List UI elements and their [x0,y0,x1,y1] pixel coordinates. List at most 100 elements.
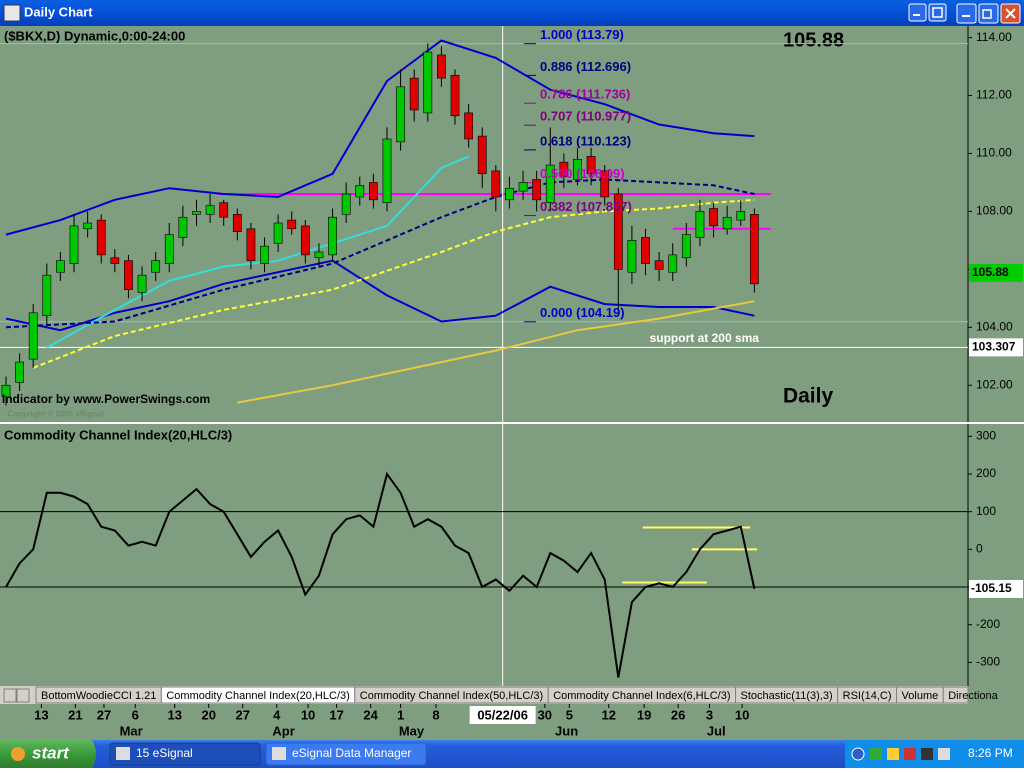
icon[interactable] [887,748,899,760]
tab-label[interactable]: Stochastic(11(3),3) [741,690,833,702]
month-label: Jul [707,723,726,738]
start-button[interactable] [0,740,96,768]
icon[interactable] [904,748,916,760]
candle-body [96,219,106,256]
axis-corner [968,686,1024,704]
icon [272,747,286,760]
window-title: Daily Chart [24,4,93,19]
fib-label: 0.000 (104.19) [540,305,625,320]
candle-body [709,208,718,227]
annotation: Indicator by www.PowerSwings.com [2,392,210,406]
candle-body [83,222,93,230]
taskbar-item-label[interactable]: eSignal Data Manager [292,746,411,760]
chart-title: Commodity Channel Index(20,HLC/3) [4,427,232,442]
x-tick-label: 10 [735,707,749,722]
tab-label[interactable]: Commodity Channel Index(6,HLC/3) [553,690,730,702]
candle-body [328,216,337,256]
candle-body [232,214,242,232]
y-tick-label: 104.00 [976,319,1013,333]
icon[interactable] [921,748,933,760]
candle-body [273,222,283,244]
icon [913,14,920,16]
x-tick-label: 12 [602,707,616,722]
icon[interactable] [938,748,950,760]
indicator-line [5,259,755,332]
tab-label[interactable]: Volume [902,690,939,702]
candle-body [56,260,65,273]
minimize-button[interactable] [956,3,977,24]
tab-label[interactable]: Directiona [948,690,998,702]
icon [962,15,970,17]
x-tick-label: 6 [132,707,139,722]
price-box [969,338,1023,357]
y-tick-label: 102.00 [976,377,1013,391]
tab-label[interactable]: BottomWoodieCCI 1.21 [41,690,156,702]
candle-body [246,228,256,261]
taskbar-item-label[interactable]: 15 eSignal [136,746,193,760]
tab-label[interactable]: RSI(14,C) [843,690,892,702]
candle-body [124,260,133,290]
candle-body [586,156,596,175]
annotation: Copyright © 2005 eSignal [7,409,104,418]
candle-body [151,260,161,273]
candle-body [600,170,610,198]
candle-body [573,158,582,180]
price-label: 105.88 [972,265,1009,279]
candle-body [559,161,569,177]
y-tick-label: 114.00 [976,30,1012,44]
y-tick-label: -300 [976,655,1000,669]
icon[interactable] [851,747,865,761]
candle-body [300,225,310,256]
indicator-line [46,155,469,349]
candle-body [613,193,623,270]
candle-body [314,251,324,259]
value-box [969,579,1023,598]
chart-background [0,26,1024,688]
candle-body [69,225,79,264]
fib-label: 1.000 (113.79) [540,27,624,42]
restore-button[interactable] [978,3,999,24]
candle-body [491,170,501,198]
candle-body [368,182,378,201]
candle-body [355,185,365,198]
taskbar-item[interactable] [265,742,427,766]
y-tick-label: 100 [976,504,996,518]
value-label: -105.15 [971,581,1012,595]
fib-label: 0.707 (110.977) [540,109,631,124]
crosshair-label: 05/22/06 [477,707,528,722]
candle-body [137,274,147,293]
month-label: May [399,723,425,738]
candle-body [654,260,664,270]
maximize-button[interactable] [928,3,947,22]
icon[interactable] [870,748,882,760]
candle-body [15,361,24,383]
minimize-button[interactable] [908,3,927,22]
tab-label[interactable]: Commodity Channel Index(20,HLC/3) [166,690,349,702]
fib-label: 0.382 (107.857) [540,199,632,214]
indicator-line [5,39,755,236]
candle-body [382,138,392,204]
candle-body [695,211,705,238]
x-tick-label: 3 [706,707,713,722]
candle-body [627,240,637,273]
tab-label[interactable]: Commodity Channel Index(50,HLC/3) [360,690,543,702]
candle-body [437,54,446,79]
x-tick-label: 27 [236,707,250,722]
tab[interactable] [942,686,969,704]
candle-body [749,214,759,285]
price-label: 103.307 [972,340,1016,354]
candle-body [518,182,528,192]
title-bar [0,0,1024,26]
window-controls[interactable] [908,3,1021,24]
x-tick-label: 20 [201,707,215,722]
candle-body [736,211,746,221]
fib-label: 0.786 (111.736) [540,87,630,102]
start-label[interactable]: start [32,743,70,762]
taskbar-item[interactable] [109,742,261,766]
candle-body [110,257,120,264]
icon [1005,8,1016,19]
y-tick-label: 112.00 [976,88,1012,102]
x-tick-label: 5 [566,707,573,722]
candle-body [423,51,433,114]
